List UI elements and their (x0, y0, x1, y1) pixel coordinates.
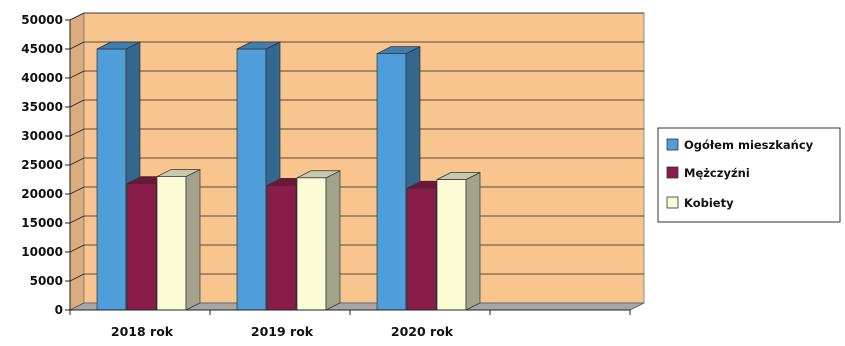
gridline-side (69, 70, 85, 79)
y-tick-label: 15000 (21, 216, 63, 230)
y-tick-label: 20000 (21, 187, 63, 201)
bar (96, 41, 141, 311)
y-tick-label: 5000 (30, 274, 63, 288)
bar-top (436, 172, 481, 180)
bar-front (266, 184, 297, 311)
bar-front (126, 183, 157, 311)
legend-label: Ogółem mieszkańcy (684, 138, 814, 152)
gridline-side (69, 157, 85, 166)
bar-side (325, 170, 341, 311)
legend-swatch (666, 196, 679, 209)
bar (436, 171, 481, 311)
y-tick-label: 10000 (21, 245, 63, 259)
bar-top (376, 46, 421, 54)
bar-top (156, 169, 201, 177)
x-tick-label: 2018 rok (111, 324, 174, 339)
legend: Ogółem mieszkańcy Mężczyźni Kobiety (657, 127, 841, 223)
bar-front (156, 176, 187, 311)
y-tick-label: 50000 (21, 13, 63, 27)
legend-label: Kobiety (684, 196, 734, 210)
gridline-side (69, 99, 85, 108)
y-tick-label: 45000 (21, 42, 63, 56)
axes: 0 5000 10000 15000 20000 25000 30000 35000 40000… (21, 13, 631, 339)
bar-side (465, 171, 481, 311)
legend-swatch (666, 166, 679, 179)
gridline-side (69, 215, 85, 224)
bar (296, 170, 341, 311)
y-tick-label: 40000 (21, 71, 63, 85)
gridline-side (69, 273, 85, 282)
gridline-side (69, 41, 85, 50)
bar-front (436, 179, 467, 311)
x-tick-label: 2019 rok (251, 324, 314, 339)
bar-front (96, 48, 127, 311)
bar-top (236, 41, 281, 50)
y-tick-label: 30000 (21, 129, 63, 143)
y-tick-label: 25000 (21, 158, 63, 172)
y-tick-label: 0 (55, 303, 63, 317)
gridline-side (69, 128, 85, 137)
bar-front (296, 177, 327, 311)
legend-frame (657, 127, 841, 223)
bars (96, 41, 481, 311)
bar-side (185, 169, 201, 311)
bar-top (96, 41, 141, 50)
bar-front (376, 53, 407, 311)
legend-label: Mężczyźni (684, 166, 750, 180)
gridline-side (69, 186, 85, 195)
bar-front (236, 48, 267, 311)
bar-top (296, 170, 341, 179)
y-tick-label: 35000 (21, 100, 63, 114)
bar (156, 169, 201, 311)
legend-swatch (666, 138, 679, 151)
x-tick-label: 2020 rok (391, 324, 454, 339)
gridline-side (69, 12, 85, 21)
gridline-side (69, 244, 85, 253)
bar-front (406, 187, 437, 311)
